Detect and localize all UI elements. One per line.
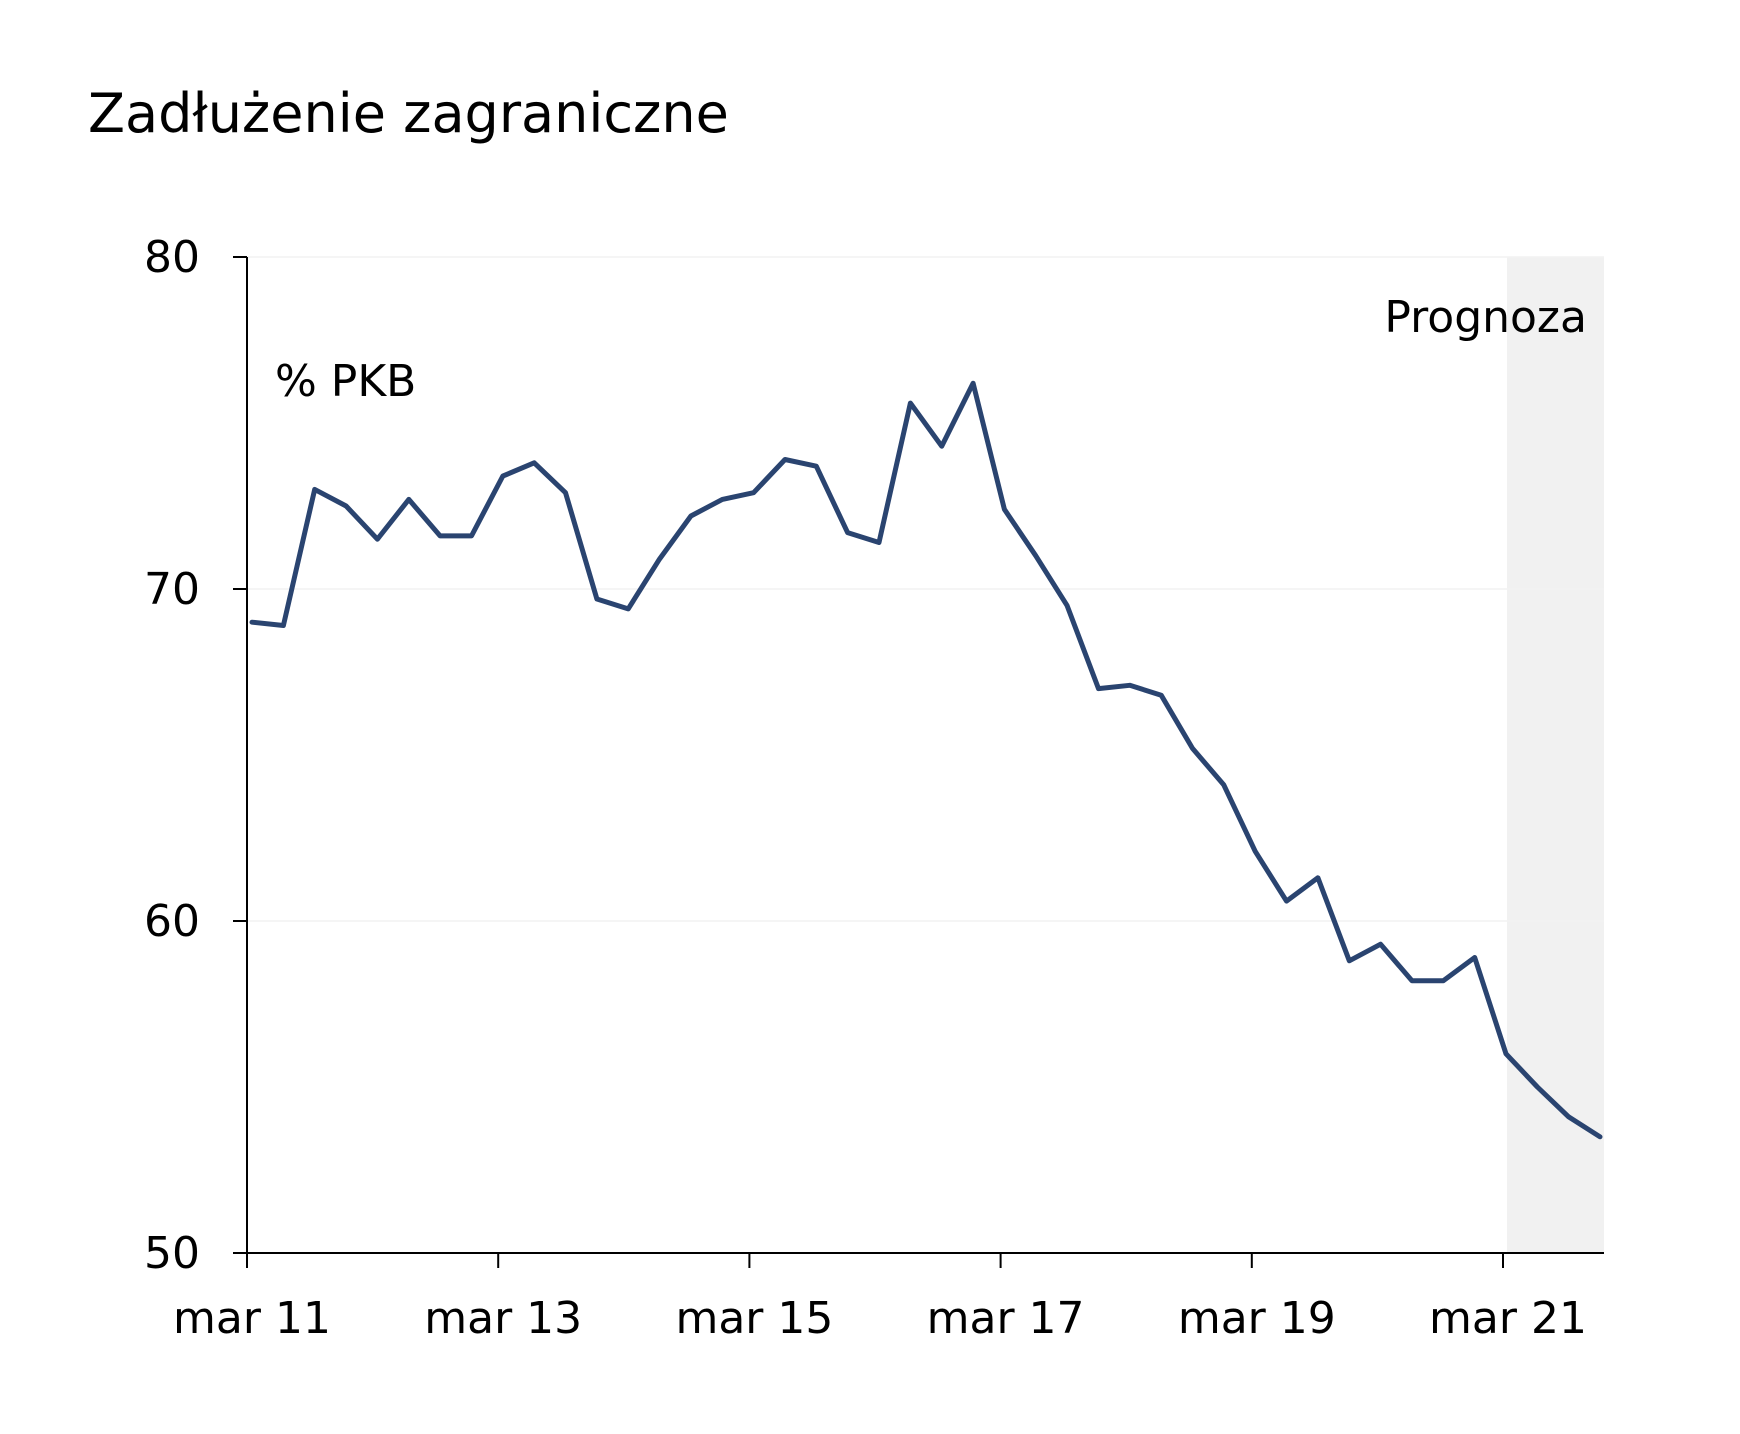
chart-title: Zadłużenie zagraniczne	[88, 82, 729, 145]
forecast-label: Prognoza	[1384, 292, 1587, 343]
series-line	[249, 380, 1603, 1140]
y-tick-label: 80	[144, 232, 200, 283]
y-tick-label: 70	[144, 564, 200, 615]
gridlines	[247, 256, 1604, 922]
axes	[246, 257, 1604, 1254]
y-axis-ticks: 50 60 70 80	[144, 232, 247, 1279]
forecast-band	[1507, 257, 1604, 1253]
x-tick-label: mar 15	[675, 1293, 833, 1344]
x-tick-label: mar 17	[927, 1293, 1085, 1344]
x-tick-label: mar 11	[173, 1293, 331, 1344]
x-tick-label: mar 19	[1178, 1293, 1336, 1344]
x-tick-label: mar 21	[1429, 1293, 1587, 1344]
y-tick-label: 60	[144, 896, 200, 947]
unit-label: % PKB	[275, 356, 416, 407]
x-tick-label: mar 13	[424, 1293, 582, 1344]
y-tick-label: 50	[144, 1228, 200, 1279]
x-axis-ticks: mar 11 mar 13 mar 15 mar 17 mar 19 mar 21	[173, 1253, 1587, 1344]
